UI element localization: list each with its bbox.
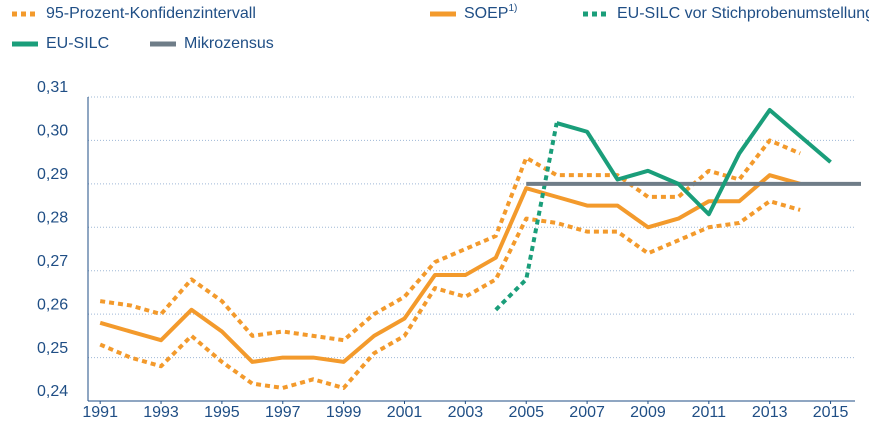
series-line	[494, 122, 559, 312]
x-tick-label: 2001	[387, 404, 423, 421]
legend-label: 95-Prozent-Konfidenzintervall	[46, 5, 256, 22]
legend-label: Mikrozensus	[184, 35, 274, 52]
y-tick-label: 0,25	[37, 340, 68, 357]
y-tick-label: 0,26	[37, 296, 68, 313]
legend-footnote: 1)	[508, 3, 517, 14]
x-tick-label: 2015	[813, 404, 849, 421]
x-tick-label: 2009	[630, 404, 666, 421]
x-tick-label: 1991	[82, 404, 118, 421]
series-line	[556, 108, 832, 217]
legend-label: SOEP1)	[464, 3, 517, 23]
x-tick-label: 2005	[508, 404, 544, 421]
x-tick-label: 2013	[752, 404, 788, 421]
y-tick-label: 0,27	[37, 253, 68, 270]
series-line	[99, 199, 801, 390]
legend-name: EU-SILC vor Stichprobenumstellung	[617, 5, 869, 22]
y-tick-label: 0,24	[37, 383, 68, 400]
series-line	[99, 138, 801, 343]
y-tick-label: 0,30	[37, 123, 68, 140]
x-tick-label: 2003	[448, 404, 484, 421]
legend-name: 95-Prozent-Konfidenzintervall	[46, 5, 256, 22]
x-tick-label: 1995	[204, 404, 240, 421]
legend-name: EU-SILC	[46, 35, 109, 52]
legend-label: EU-SILC	[46, 35, 109, 52]
x-tick-label: 2007	[569, 404, 605, 421]
y-tick-label: 0,28	[37, 210, 68, 227]
legend-name: Mikrozensus	[184, 35, 274, 52]
series-line	[99, 173, 801, 364]
y-tick-label: 0,31	[37, 79, 68, 96]
legend-name: SOEP	[464, 5, 508, 22]
x-tick-label: 1997	[265, 404, 301, 421]
x-tick-label: 1993	[143, 404, 179, 421]
x-tick-label: 1999	[326, 404, 362, 421]
y-tick-label: 0,29	[37, 166, 68, 183]
legend-label: EU-SILC vor Stichprobenumstellung	[617, 5, 869, 22]
x-tick-label: 2011	[692, 404, 727, 421]
